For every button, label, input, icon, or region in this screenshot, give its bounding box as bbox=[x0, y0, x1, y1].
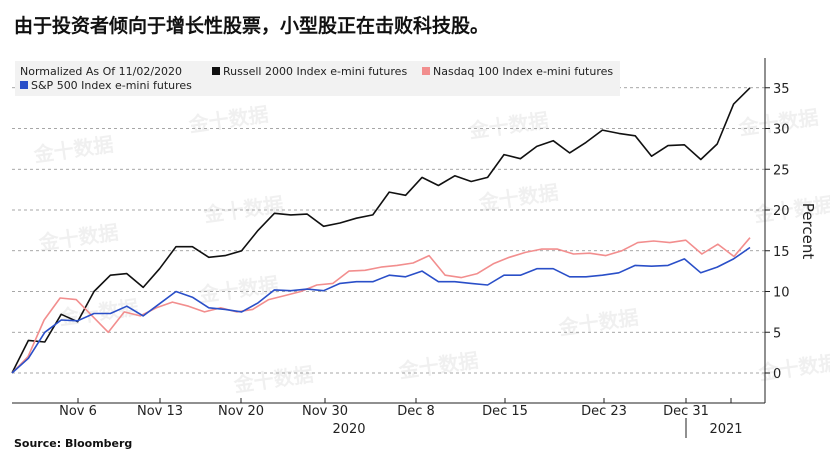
x-axis-ticks: Nov 6 Nov 13 Nov 20 Nov 30 Dec 8 Dec 15 Dec 23… bbox=[59, 398, 732, 419]
x-tick-label: Nov 30 bbox=[302, 404, 348, 419]
y-tick-label: 25 bbox=[773, 163, 790, 178]
y-tick-label: 0 bbox=[773, 367, 781, 382]
legend-box bbox=[15, 61, 620, 96]
y-tick-label: 10 bbox=[773, 286, 790, 301]
series-sp-500 bbox=[11, 246, 751, 374]
x-tick-label: Nov 20 bbox=[218, 404, 264, 419]
legend-label-russell: Russell 2000 Index e-mini futures bbox=[223, 65, 407, 78]
legend-swatch-russell bbox=[212, 67, 220, 75]
y-tick-label: 5 bbox=[773, 326, 781, 341]
year-label-2020: 2020 bbox=[332, 422, 365, 437]
chart-headline: 由于投资者倾向于增长性股票，小型股正在击败科技股。 bbox=[14, 15, 490, 37]
y-tick-label: 35 bbox=[773, 82, 790, 97]
legend-title: Normalized As Of 11/02/2020 bbox=[20, 65, 182, 78]
x-tick-label: Dec 15 bbox=[482, 404, 528, 419]
y-tick-label: 30 bbox=[773, 123, 790, 138]
x-tick-label: Nov 6 bbox=[59, 404, 97, 419]
plot-area bbox=[12, 58, 765, 403]
y-tick-label: 15 bbox=[773, 245, 790, 260]
legend-label-nasdaq: Nasdaq 100 Index e-mini futures bbox=[433, 65, 613, 78]
watermark: 金十数据 bbox=[756, 350, 830, 385]
series-russell-2000 bbox=[11, 87, 751, 374]
x-tick-label: Nov 13 bbox=[137, 404, 183, 419]
series-nasdaq-100 bbox=[11, 237, 751, 374]
y-tick-label: 20 bbox=[773, 204, 790, 219]
year-label-2021: 2021 bbox=[709, 422, 742, 437]
y-axis-ticks: 0 5 10 15 20 25 30 35 bbox=[765, 82, 790, 382]
x-tick-label: Dec 31 bbox=[663, 404, 709, 419]
legend-label-sp500: S&P 500 Index e-mini futures bbox=[31, 79, 192, 92]
y-axis-title: Percent bbox=[799, 203, 817, 260]
legend-swatch-nasdaq bbox=[422, 67, 430, 75]
x-tick-label: Dec 8 bbox=[397, 404, 435, 419]
source-note: Source: Bloomberg bbox=[14, 437, 133, 450]
series-lines bbox=[11, 87, 751, 374]
legend-swatch-sp500 bbox=[20, 81, 28, 89]
x-tick-label: Dec 23 bbox=[581, 404, 627, 419]
